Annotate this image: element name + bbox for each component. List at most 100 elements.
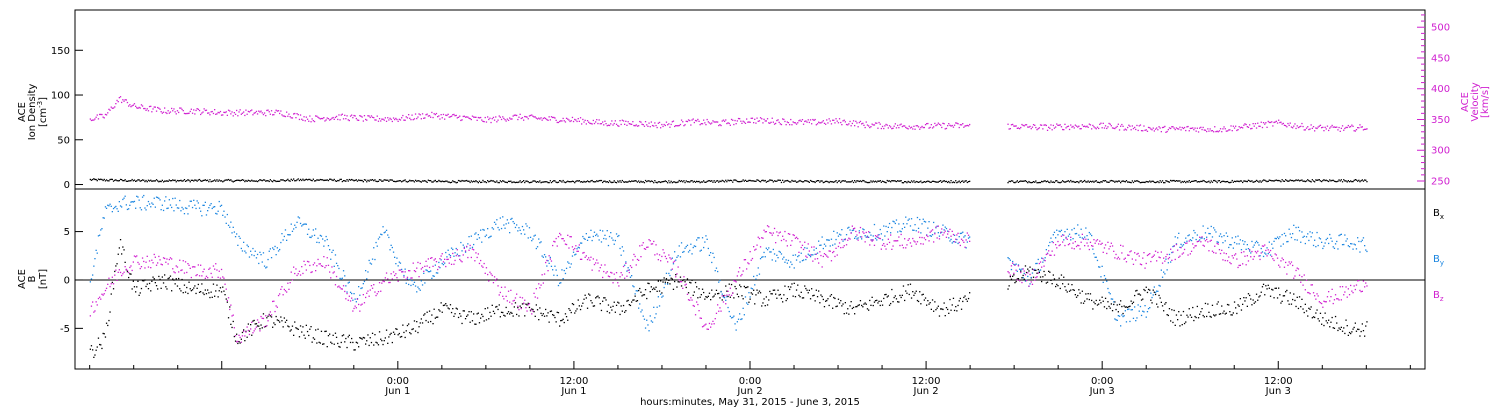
- by-point: [1125, 321, 1128, 323]
- bx-point: [547, 312, 549, 314]
- velocity-point: [216, 113, 218, 115]
- density-point: [881, 180, 884, 182]
- by-point: [311, 235, 313, 237]
- density-point: [1293, 180, 1295, 182]
- bx-point: [1020, 270, 1022, 272]
- velocity-point: [1225, 130, 1227, 132]
- by-point: [772, 248, 774, 251]
- by-point: [380, 233, 382, 235]
- density-point: [244, 180, 246, 183]
- by-point: [412, 283, 414, 286]
- by-point: [1262, 255, 1265, 258]
- velocity-point: [1255, 127, 1258, 129]
- bx-point: [933, 310, 935, 312]
- bx-point: [101, 347, 103, 350]
- velocity-point: [454, 115, 456, 117]
- velocity-point: [294, 112, 296, 115]
- bz-point: [373, 284, 375, 286]
- density-point: [692, 181, 694, 183]
- by-point: [584, 238, 586, 240]
- by-point: [934, 232, 936, 234]
- bx-point: [819, 302, 821, 304]
- bx-point: [748, 301, 750, 303]
- by-point: [1131, 309, 1133, 311]
- velocity-point: [518, 116, 520, 118]
- by-point: [917, 227, 920, 229]
- bx-point: [1361, 323, 1363, 325]
- velocity-point: [1272, 125, 1274, 127]
- by-point: [878, 234, 880, 236]
- by-point: [1236, 243, 1238, 245]
- density-point: [829, 180, 831, 183]
- by-point: [409, 278, 411, 281]
- bx-point: [118, 247, 120, 249]
- velocity-point: [1336, 126, 1338, 128]
- bx-point: [823, 306, 826, 308]
- by-point: [290, 223, 292, 225]
- bx-point: [661, 292, 663, 294]
- density-point: [783, 181, 785, 183]
- bz-point: [837, 245, 840, 248]
- bz-point: [124, 266, 126, 268]
- bx-point: [1179, 325, 1181, 327]
- by-point: [753, 275, 755, 278]
- by-point: [1030, 276, 1032, 279]
- by-point: [459, 255, 461, 257]
- by-point: [900, 231, 902, 233]
- bx-point: [463, 310, 465, 312]
- velocity-point: [354, 115, 356, 117]
- density-point: [577, 180, 579, 182]
- by-point: [568, 262, 570, 264]
- by-point: [783, 256, 785, 258]
- by-point: [1229, 244, 1231, 246]
- bz-point: [148, 260, 151, 262]
- bx-point: [398, 332, 400, 335]
- bx-point: [382, 343, 384, 346]
- by-point: [108, 205, 110, 207]
- by-point: [107, 204, 109, 206]
- density-point: [847, 181, 849, 183]
- density-point: [103, 178, 105, 181]
- velocity-point: [763, 118, 765, 120]
- bz-point: [821, 266, 823, 268]
- density-point: [864, 181, 866, 183]
- density-point: [953, 181, 956, 184]
- by-point: [449, 255, 452, 257]
- density-point: [560, 180, 562, 182]
- bx-point: [467, 314, 469, 316]
- velocity-point: [1323, 130, 1325, 132]
- density-point: [728, 180, 730, 182]
- bx-point: [908, 293, 910, 296]
- density-point: [858, 180, 860, 183]
- by-point: [914, 224, 916, 226]
- velocity-point: [1023, 125, 1025, 127]
- velocity-point: [505, 120, 507, 122]
- bz-point: [605, 272, 607, 274]
- bx-point: [1193, 319, 1195, 322]
- velocity-point: [319, 118, 321, 120]
- bx-point: [798, 294, 800, 296]
- by-point: [1272, 247, 1274, 249]
- density-point: [382, 180, 384, 182]
- bx-point: [441, 311, 443, 313]
- density-point: [488, 181, 490, 183]
- by-point: [1080, 228, 1082, 230]
- velocity-point: [729, 124, 731, 126]
- bx-point: [387, 342, 389, 344]
- velocity-point: [1259, 125, 1261, 127]
- bx-point: [131, 288, 133, 290]
- bx-point: [1340, 326, 1342, 328]
- velocity-point: [631, 123, 633, 125]
- bz-point: [902, 247, 905, 249]
- density-point: [1153, 181, 1155, 183]
- by-point: [473, 243, 475, 246]
- by-point: [1023, 272, 1025, 275]
- density-point: [1186, 180, 1188, 183]
- by-point: [757, 267, 759, 269]
- velocity-point: [773, 123, 776, 125]
- bx-point: [1359, 335, 1361, 337]
- velocity-point: [513, 114, 515, 116]
- velocity-point: [358, 119, 360, 121]
- by-point: [426, 269, 428, 272]
- bz-point: [710, 326, 712, 328]
